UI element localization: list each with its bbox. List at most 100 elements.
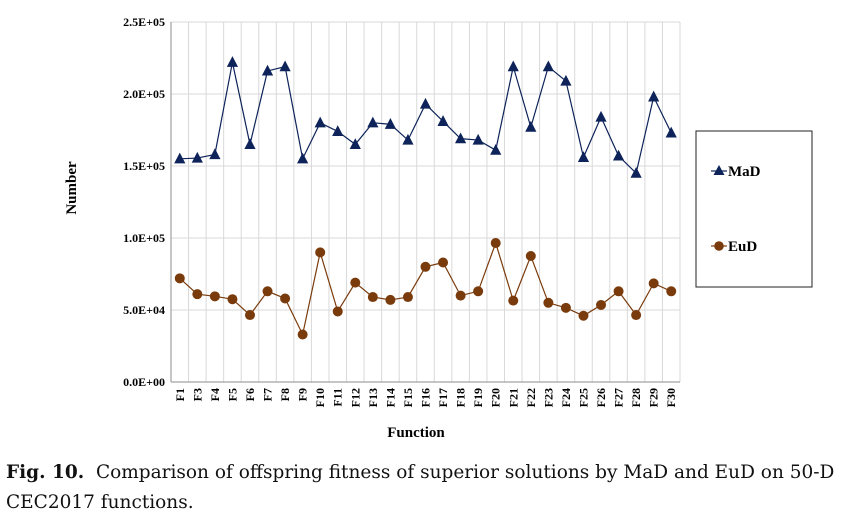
figure-caption: Fig. 10. Comparison of offspring fitness… [6, 458, 842, 518]
x-tick-label: F9 [296, 388, 310, 401]
x-tick-label: F16 [419, 388, 433, 407]
data-point-mad [226, 56, 239, 67]
data-point-mad [209, 148, 221, 160]
x-tick-label: F4 [208, 388, 222, 401]
data-point-mad [297, 152, 309, 164]
data-point-eud [473, 286, 484, 297]
caption-label: Fig. 10. [6, 462, 85, 483]
data-point-mad [560, 74, 572, 86]
data-point-mad [665, 126, 677, 138]
x-tick-label: F10 [313, 388, 327, 407]
data-point-eud [244, 310, 255, 321]
data-point-mad [612, 149, 625, 161]
data-point-mad [314, 116, 326, 128]
x-tick-label: F22 [524, 388, 538, 407]
data-point-eud [666, 286, 677, 297]
data-point-eud [367, 292, 378, 303]
data-point-mad [367, 116, 379, 128]
data-point-mad [244, 138, 256, 149]
data-point-eud [262, 286, 273, 297]
legend-item-mad: MaD [711, 164, 761, 180]
x-tick-label: F23 [541, 388, 555, 407]
data-point-mad [174, 152, 186, 164]
data-point-mad [542, 60, 554, 72]
legend-eud-label: EuD [728, 239, 757, 255]
data-point-mad [455, 132, 467, 144]
data-point-eud [227, 294, 238, 305]
data-point-mad [490, 143, 502, 155]
data-point-mad [507, 60, 519, 72]
data-point-mad [595, 110, 607, 122]
gridlines [171, 21, 681, 382]
data-point-eud [174, 273, 185, 284]
data-point-mad [419, 97, 432, 109]
x-tick-label: F15 [401, 388, 415, 407]
x-tick-label: F29 [647, 388, 661, 407]
x-tick-label: F7 [261, 388, 275, 401]
line-chart: 0.0E+00 5.0E+04 1.0E+05 1.5E+05 2.0E+05 2.5E+… [64, 15, 813, 441]
x-tick-label: F17 [436, 388, 450, 407]
x-tick-label: F24 [559, 388, 573, 407]
y-tick-label: 5.0E+04 [123, 303, 165, 317]
data-point-eud [631, 310, 642, 321]
x-tick-label: F18 [454, 388, 468, 407]
data-point-eud [332, 306, 343, 317]
x-tick-label: F30 [664, 388, 678, 407]
data-point-mad [630, 167, 642, 178]
x-tick-label: F3 [190, 388, 204, 401]
data-point-eud [209, 291, 220, 302]
y-tick-label: 2.5E+05 [123, 15, 165, 29]
y-tick-label: 1.5E+05 [123, 159, 165, 173]
data-point-eud [578, 310, 589, 321]
data-point-eud [490, 238, 501, 249]
x-tick-label: F28 [629, 388, 643, 407]
data-point-eud [438, 257, 449, 268]
data-point-eud [402, 292, 413, 303]
x-tick-label: F13 [366, 388, 380, 407]
legend: MaD EuD [695, 130, 813, 288]
plot-area [171, 22, 680, 382]
x-tick-label: F19 [471, 388, 485, 407]
data-point-mad [437, 115, 449, 126]
y-tick-label: 0.0E+00 [123, 375, 165, 389]
legend-mad-label: MaD [728, 164, 761, 180]
data-point-eud [385, 294, 396, 305]
data-point-mad [384, 118, 396, 129]
data-point-mad [279, 60, 291, 72]
x-tick-label: F25 [576, 388, 590, 407]
legend-item-eud: EuD [711, 239, 757, 255]
legend-mad-marker [713, 165, 725, 175]
y-tick-label: 2.0E+05 [123, 87, 165, 101]
data-point-mad [648, 90, 660, 102]
data-point-eud [543, 297, 554, 308]
data-point-mad [472, 133, 484, 145]
y-axis-title: Number [64, 161, 80, 215]
series-group [174, 56, 677, 340]
data-point-eud [280, 293, 291, 304]
x-tick-label: F20 [489, 388, 503, 407]
data-point-mad [261, 64, 274, 76]
data-point-eud [596, 299, 607, 310]
x-axis-ticks: F1 F3 F4 F5 F6 F7 F8 F9 F10 F11 F12 F13 F14 F15 F16 F17… [173, 388, 678, 407]
data-point-eud [420, 261, 431, 272]
x-tick-label: F27 [612, 388, 626, 407]
data-point-mad [332, 125, 344, 137]
data-point-eud [297, 329, 308, 340]
data-point-mad [349, 138, 361, 149]
x-tick-label: F8 [278, 388, 292, 401]
y-axis-ticks: 0.0E+00 5.0E+04 1.0E+05 1.5E+05 2.0E+05 2.5E+… [123, 15, 165, 389]
x-tick-label: F11 [331, 388, 345, 407]
data-point-eud [455, 290, 466, 301]
data-point-eud [613, 286, 624, 297]
data-point-mad [402, 133, 414, 145]
legend-box [695, 130, 813, 288]
data-point-mad [191, 151, 203, 163]
y-tick-label: 1.0E+05 [123, 231, 165, 245]
x-tick-label: F6 [243, 388, 257, 401]
data-point-eud [560, 302, 571, 313]
x-tick-label: F1 [173, 388, 187, 401]
data-point-eud [525, 251, 536, 261]
data-point-eud [315, 247, 326, 258]
data-point-eud [192, 289, 203, 300]
caption-text: Comparison of offspring fitness of super… [6, 462, 835, 513]
